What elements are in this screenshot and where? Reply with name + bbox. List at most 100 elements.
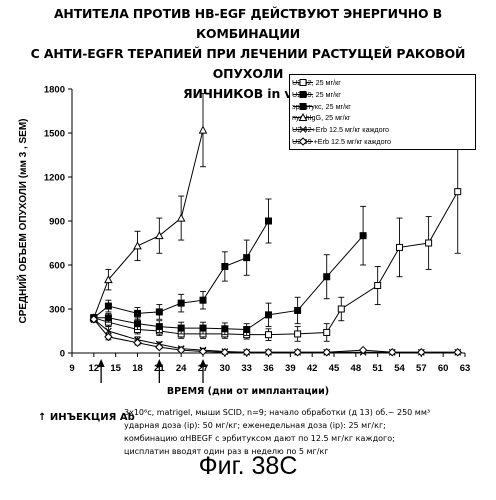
series-6-point bbox=[453, 348, 462, 357]
series-2-point bbox=[155, 323, 163, 331]
title-line-3: ЯИЧНИКОВ in vivo bbox=[183, 86, 313, 101]
x-tick-label: 51 bbox=[372, 363, 383, 374]
series-2-point bbox=[104, 314, 112, 322]
series-2-point bbox=[221, 325, 229, 333]
series-2-point bbox=[177, 324, 185, 332]
series-2-point bbox=[134, 320, 141, 328]
series-6-point bbox=[176, 345, 186, 355]
legend-label: U2-42, 25 мг/кг bbox=[292, 78, 341, 87]
series-6-point bbox=[89, 315, 99, 324]
series-2-point bbox=[323, 273, 331, 281]
x-tick-label: 12 bbox=[89, 363, 100, 374]
series-1-point bbox=[323, 328, 331, 336]
legend-symbol bbox=[293, 126, 313, 134]
series-4-point bbox=[176, 213, 186, 222]
series-3-point bbox=[221, 262, 229, 270]
y-tick-label: 300 bbox=[49, 305, 65, 316]
series-6-point bbox=[293, 348, 302, 357]
figure-label: Фиг. 38C bbox=[198, 452, 298, 480]
series-1-point bbox=[374, 282, 382, 290]
legend-entry: U2-42, 25 мг/кг bbox=[292, 77, 341, 88]
series-3-point bbox=[134, 309, 141, 317]
note-line-3: комбинацию αHBEGF с эрбитуксом дают по 1… bbox=[124, 434, 395, 443]
series-2-point bbox=[243, 326, 251, 334]
y-tick-label: 600 bbox=[49, 261, 65, 272]
x-axis-label: ВРЕМЯ (дни от имплантации) bbox=[166, 386, 330, 397]
series-2-point bbox=[265, 311, 272, 319]
note-line-1: 3x10⁶c, matrigel, мыши SCID, n=9; начало… bbox=[124, 408, 431, 417]
y-tick-label: 0 bbox=[60, 349, 65, 360]
x-tick-label: 15 bbox=[110, 363, 121, 374]
series-line-2 bbox=[93, 235, 364, 331]
injection-note: ↑ ИНЪЕКЦИЯ Ab bbox=[38, 412, 135, 423]
series-3-point bbox=[177, 299, 185, 307]
x-tick-label: 24 bbox=[176, 363, 187, 374]
note-line-4: цисплатин вводят один раз в неделю по 5 … bbox=[124, 447, 329, 456]
series-6-point bbox=[417, 348, 426, 357]
series-line-1 bbox=[93, 191, 459, 336]
legend-entry: U2-39, 25 мг/кг bbox=[292, 89, 341, 100]
series-4-point bbox=[198, 125, 208, 134]
x-tick-label: 60 bbox=[438, 363, 449, 374]
series-1-point bbox=[396, 243, 403, 251]
legend-entry: U2-42+Erb 12.5 мг/кг каждого bbox=[292, 124, 389, 135]
series-3-point bbox=[155, 308, 163, 316]
y-tick-label: 1500 bbox=[44, 129, 65, 140]
legend-entry: U2-39 +Erb 12.5 мг/кг каждого bbox=[292, 136, 391, 147]
y-axis-label: СРЕДНИЙ ОБЪЕМ ОПУХОЛИ (мм 3 , SEM) bbox=[16, 118, 29, 323]
legend-symbol bbox=[293, 79, 313, 86]
series-1-point bbox=[294, 330, 302, 338]
legend: U2-42, 25 мг/кг U2-39, 25 мг/кг эрбитукс, … bbox=[289, 74, 476, 150]
series-6-point bbox=[322, 348, 331, 357]
series-2-point bbox=[359, 232, 367, 240]
series-4-point bbox=[154, 231, 164, 240]
legend-label: U2-39 +Erb 12.5 мг/кг каждого bbox=[292, 137, 392, 146]
series-3-point bbox=[243, 254, 251, 262]
series-3-point bbox=[199, 296, 207, 304]
x-tick-label: 39 bbox=[285, 363, 296, 374]
series-6-point bbox=[358, 345, 368, 355]
note-line-2: ударная доза (ip): 50 мг/кг; еженедельна… bbox=[124, 421, 386, 430]
legend-label: U2-42+Erb 12.5 мг/кг каждого bbox=[292, 125, 390, 135]
legend-symbol bbox=[293, 137, 313, 146]
title-line-1: АНТИТЕЛА ПРОТИВ HB-EGF ДЕЙСТВУЮТ ЭНЕРГИЧ… bbox=[53, 6, 443, 41]
legend-symbol bbox=[293, 90, 313, 98]
chart-title: АНТИТЕЛА ПРОТИВ HB-EGF ДЕЙСТВУЮТ ЭНЕРГИЧ… bbox=[0, 4, 496, 104]
injection-arrowhead bbox=[199, 359, 207, 367]
series-5-point bbox=[104, 327, 112, 335]
injection-arrowhead bbox=[97, 359, 105, 367]
y-tick-label: 1200 bbox=[44, 173, 65, 184]
x-tick-label: 63 bbox=[460, 363, 471, 374]
legend-symbol bbox=[293, 102, 313, 110]
series-6-point bbox=[155, 342, 164, 352]
series-line-6 bbox=[93, 318, 458, 353]
series-2-point bbox=[294, 306, 302, 314]
series-6-point bbox=[133, 338, 142, 347]
injection-arrowhead bbox=[155, 359, 163, 367]
legend-entry: эрбитукс, 25 мг/кг bbox=[292, 101, 351, 112]
series-3-point bbox=[104, 302, 112, 310]
series-6-point bbox=[388, 348, 397, 357]
x-tick-label: 45 bbox=[329, 363, 340, 374]
x-tick-label: 36 bbox=[263, 363, 274, 374]
series-2-point bbox=[199, 324, 207, 332]
x-tick-label: 54 bbox=[394, 363, 405, 374]
series-1-point bbox=[425, 239, 433, 247]
legend-label: эрбитукс, 25 мг/кг bbox=[292, 101, 351, 111]
series-6-point bbox=[264, 348, 273, 357]
series-4-point bbox=[133, 241, 142, 250]
series-6-point bbox=[220, 348, 230, 357]
series-1-point bbox=[337, 305, 345, 313]
legend-label: U2-39, 25 мг/кг bbox=[292, 89, 341, 99]
series-1-point bbox=[454, 188, 462, 196]
legend-entry: пул hIgG, 25 мг/кг bbox=[292, 112, 350, 123]
series-line-5 bbox=[93, 318, 458, 353]
y-tick-label: 900 bbox=[49, 217, 65, 228]
x-tick-label: 57 bbox=[416, 363, 427, 374]
series-1-point bbox=[265, 331, 272, 339]
legend-label: пул hIgG, 25 мг/кг bbox=[292, 113, 351, 123]
series-6-point bbox=[242, 348, 251, 357]
legend-symbol bbox=[293, 113, 313, 122]
series-line-4 bbox=[93, 129, 204, 318]
x-tick-label: 18 bbox=[132, 363, 143, 374]
